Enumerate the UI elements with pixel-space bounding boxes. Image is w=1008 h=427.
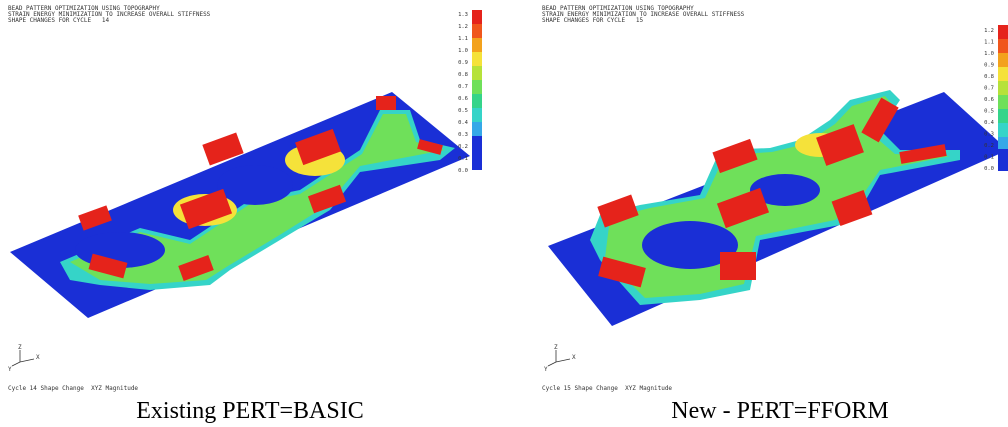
legend-label: 0.0	[458, 168, 468, 174]
legend-label: 1.2	[984, 28, 994, 34]
caption: Existing PERT=BASIC	[136, 398, 363, 424]
footer-text: Cycle 15 Shape Change XYZ Magnitude	[542, 385, 672, 392]
triad-label: X	[572, 354, 576, 361]
legend-label: 0.7	[458, 84, 468, 90]
right-colorbar	[998, 25, 1008, 171]
legend-label: 0.4	[984, 120, 995, 126]
right-model	[548, 25, 1008, 326]
header-line: SHAPE CHANGES FOR CYCLE 14	[8, 17, 110, 24]
legend-label: 0.9	[458, 60, 468, 66]
legend-label: 0.9	[984, 63, 994, 69]
legend-label: 1.0	[458, 48, 468, 54]
triad-label: Z	[18, 344, 22, 351]
legend-label: 0.1	[458, 156, 468, 162]
triad-label: Y	[8, 366, 12, 373]
legend-label: 0.8	[984, 74, 994, 80]
legend-label: 0.2	[458, 144, 468, 150]
legend-label: 0.3	[458, 132, 468, 138]
legend-label: 0.5	[458, 108, 468, 114]
header-line: SHAPE CHANGES FOR CYCLE 15	[542, 17, 644, 24]
triad-label: Y	[544, 366, 548, 373]
legend-label: 0.6	[984, 97, 994, 103]
legend-label: 1.1	[984, 40, 994, 46]
triad-icons	[12, 350, 570, 366]
legend-label: 0.4	[458, 120, 469, 126]
footer-text: Cycle 14 Shape Change XYZ Magnitude	[8, 385, 138, 392]
legend-label: 0.1	[984, 155, 994, 161]
legend-label: 0.8	[458, 72, 468, 78]
legend-label: 1.2	[458, 24, 468, 30]
triad-label: X	[36, 354, 40, 361]
triad-label: Z	[554, 344, 558, 351]
legend-label: 1.1	[458, 36, 468, 42]
legend-label: 0.7	[984, 86, 994, 92]
legend-label: 0.2	[984, 143, 994, 149]
legend-label: 0.5	[984, 109, 994, 115]
legend-label: 1.3	[458, 12, 468, 18]
legend-label: 1.0	[984, 51, 994, 57]
figure: BEAD PATTERN OPTIMIZATION USING TOPOGRAP…	[0, 0, 1008, 427]
legend-label: 0.6	[458, 96, 468, 102]
caption: New - PERT=FFORM	[671, 398, 888, 424]
left-colorbar	[472, 10, 482, 170]
legend-label: 0.3	[984, 132, 994, 138]
left-model	[10, 10, 482, 318]
legend-label: 0.0	[984, 166, 994, 172]
